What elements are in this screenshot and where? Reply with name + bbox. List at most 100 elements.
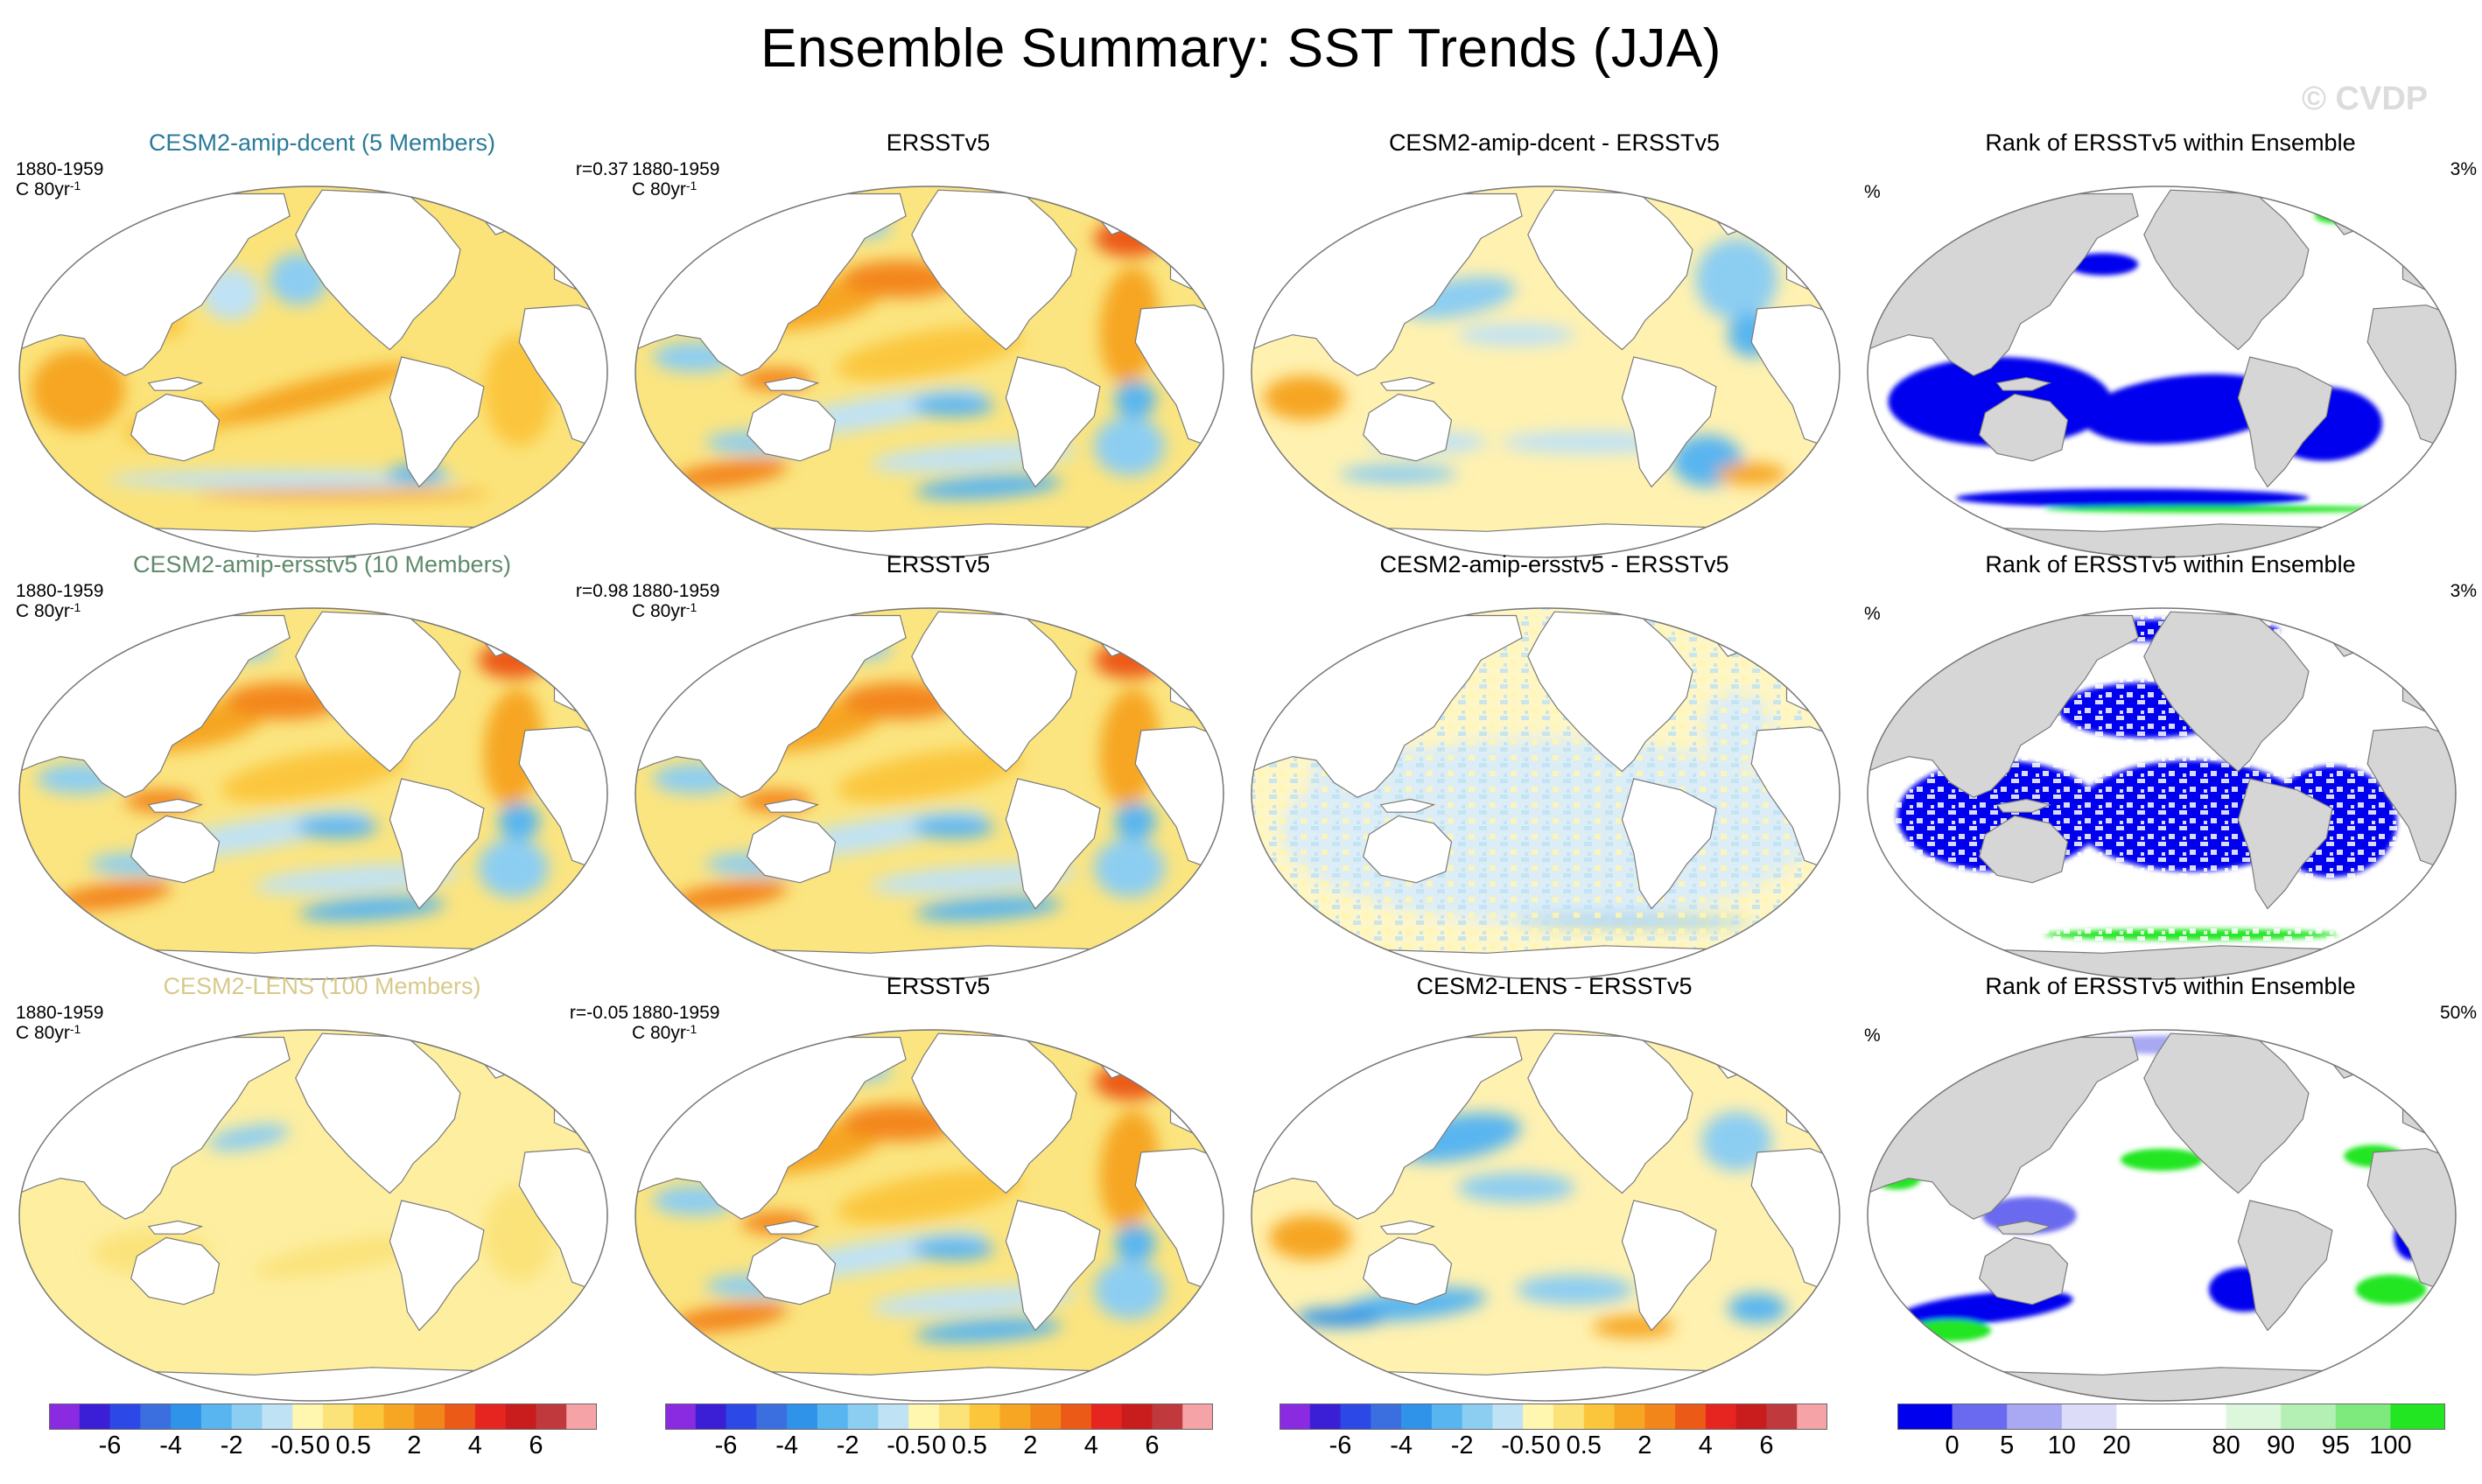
colorbar-swatch <box>1121 1404 1153 1430</box>
colorbar-tick-label: -0.5 <box>887 1432 931 1460</box>
colorbar-tick-label: -4 <box>1390 1432 1413 1460</box>
panel-meta: 1880-1959 C 80yr-1 <box>16 1003 103 1043</box>
colorbar-swatch <box>2281 1404 2337 1430</box>
colorbar-tick-label: 95 <box>2321 1432 2350 1460</box>
panel-row3-obs: ERSSTv5 1880-1959 C 80yr-1 <box>632 931 1245 1402</box>
panel-row1-obs: ERSSTv5 1880-1959 C 80yr-1 <box>632 88 1245 558</box>
colorbar-tick-label: 20 <box>2102 1432 2131 1460</box>
colorbar-tick-label: 6 <box>1759 1432 1774 1460</box>
colorbar-swatch <box>1797 1404 1827 1430</box>
rank-unit-label: % <box>1864 604 1881 624</box>
panel-meta: 1880-1959 C 80yr-1 <box>632 581 719 621</box>
colorbar-tick-label: 80 <box>2212 1432 2240 1460</box>
colorbar-swatch <box>2116 1404 2172 1430</box>
colorbar-swatch <box>1675 1404 1707 1430</box>
colorbar-swatch <box>1492 1404 1524 1430</box>
units-label: C 80yr-1 <box>16 1022 81 1043</box>
colorbar-swatch <box>109 1404 141 1430</box>
colorbar-swatch <box>536 1404 567 1430</box>
colorbar-labels-1: -6 -4 -2 -0.5 0 0.5 2 4 6 <box>49 1432 597 1466</box>
colorbar-swatch <box>1614 1404 1645 1430</box>
rank-value: 3% <box>2450 581 2477 601</box>
period-label: 1880-1959 <box>632 159 720 179</box>
colorbar-tick-label: 0 <box>315 1432 331 1460</box>
colorbar-swatch <box>383 1404 415 1430</box>
colorbar-tick-label: -0.5 <box>1501 1432 1546 1460</box>
panel-meta: 1880-1959 C 80yr-1 <box>632 1003 719 1043</box>
panel-title: Rank of ERSSTv5 within Ensemble <box>1985 130 2356 156</box>
colorbar-swatch <box>1309 1404 1342 1430</box>
map-row2-rank <box>1867 607 2457 980</box>
colorbar-swatch <box>817 1404 849 1430</box>
colorbar-swatch <box>847 1404 880 1430</box>
colorbar-swatch <box>1766 1404 1798 1430</box>
panel-title: CESM2-LENS - ERSSTv5 <box>1416 973 1693 999</box>
colorbar-tick-label: 4 <box>1698 1432 1713 1460</box>
colorbar-tick-label: -2 <box>220 1432 243 1460</box>
units-label: C 80yr-1 <box>16 600 81 621</box>
panel-title: CESM2-amip-dcent - ERSSTv5 <box>1388 130 1721 156</box>
colorbar-labels-2: -6 -4 -2 -0.5 0 0.5 2 4 6 <box>665 1432 1213 1466</box>
panel-meta: 1880-1959 C 80yr-1 <box>632 159 719 200</box>
panel-row2-obs: ERSSTv5 1880-1959 C 80yr-1 <box>632 509 1245 980</box>
panel-row2-diff: CESM2-amip-ersstv5 - ERSSTv5 <box>1248 509 1861 980</box>
period-label: 1880-1959 <box>16 581 104 601</box>
colorbar-swatch <box>505 1404 537 1430</box>
units-label: C 80yr-1 <box>632 178 698 200</box>
panel-title: CESM2-LENS (100 Members) <box>163 973 481 999</box>
colorbar-swatch <box>878 1404 909 1430</box>
colorbar-swatch <box>353 1404 385 1430</box>
rank-value: 50% <box>2439 1003 2477 1023</box>
map-row1-diff <box>1251 186 1840 558</box>
colorbar-trend-1 <box>49 1404 597 1430</box>
colorbar-swatch <box>1182 1404 1213 1430</box>
map-row1-obs <box>635 186 1224 558</box>
colorbar-tick-label: 4 <box>467 1432 482 1460</box>
colorbar-tick-label: -0.5 <box>270 1432 315 1460</box>
colorbar-tick-label: 6 <box>529 1432 543 1460</box>
colorbar-tick-label: -2 <box>1450 1432 1474 1460</box>
colorbar-swatch <box>1644 1404 1676 1430</box>
panel-title: CESM2-amip-dcent (5 Members) <box>148 130 496 156</box>
colorbar-swatch <box>1401 1404 1433 1430</box>
colorbar-tick-label: -6 <box>1329 1432 1352 1460</box>
colorbar-swatch <box>756 1404 788 1430</box>
colorbar-swatch <box>1152 1404 1183 1430</box>
colorbar-swatch <box>2226 1404 2282 1430</box>
colorbar-swatch <box>969 1404 1001 1430</box>
colorbar-labels-4: 0 5 10 20 80 90 95 100 <box>1897 1432 2445 1466</box>
panel-meta: 1880-1959 C 80yr-1 <box>16 159 103 200</box>
units-label: C 80yr-1 <box>632 600 698 621</box>
period-label: 1880-1959 <box>16 159 104 179</box>
panel-title: ERSSTv5 <box>886 551 991 578</box>
colorbar-tick-label: -6 <box>714 1432 738 1460</box>
colorbar-swatch <box>2335 1404 2391 1430</box>
colorbar-swatch <box>1553 1404 1585 1430</box>
colorbar-tick-label: 6 <box>1145 1432 1160 1460</box>
colorbar-swatch <box>49 1404 81 1430</box>
colorbar-swatch <box>1897 1404 1953 1430</box>
colorbar-labels-3: -6 -4 -2 -0.5 0 0.5 2 4 6 <box>1280 1432 1827 1466</box>
colorbar-swatch <box>1583 1404 1616 1430</box>
rank-value: 3% <box>2450 159 2477 179</box>
colorbar-swatch <box>1090 1404 1123 1430</box>
colorbar-tick-label: -6 <box>98 1432 122 1460</box>
panel-row1-diff: CESM2-amip-dcent - ERSSTv5 <box>1248 88 1861 558</box>
colorbar-swatch <box>262 1404 293 1430</box>
colorbar-swatch <box>445 1404 476 1430</box>
colorbar-swatch <box>1735 1404 1768 1430</box>
colorbar-swatch <box>787 1404 818 1430</box>
pattern-correlation: r=-0.05 <box>569 1003 628 1023</box>
colorbar-swatch <box>1371 1404 1402 1430</box>
map-row3-diff <box>1251 1029 1840 1402</box>
colorbar-swatch <box>939 1404 971 1430</box>
colorbar-swatch <box>231 1404 263 1430</box>
page-title: Ensemble Summary: SST Trends (JJA) <box>761 18 1721 79</box>
map-row2-obs <box>635 607 1224 980</box>
colorbar-swatch <box>200 1404 233 1430</box>
panel-row2-model: CESM2-amip-ersstv5 (10 Members) 1880-1959… <box>16 509 628 980</box>
panel-title: CESM2-amip-ersstv5 - ERSSTv5 <box>1379 551 1729 578</box>
colorbar-swatch <box>1030 1404 1062 1430</box>
colorbar-swatch <box>726 1404 757 1430</box>
panel-row3-diff: CESM2-LENS - ERSSTv5 <box>1248 931 1861 1402</box>
